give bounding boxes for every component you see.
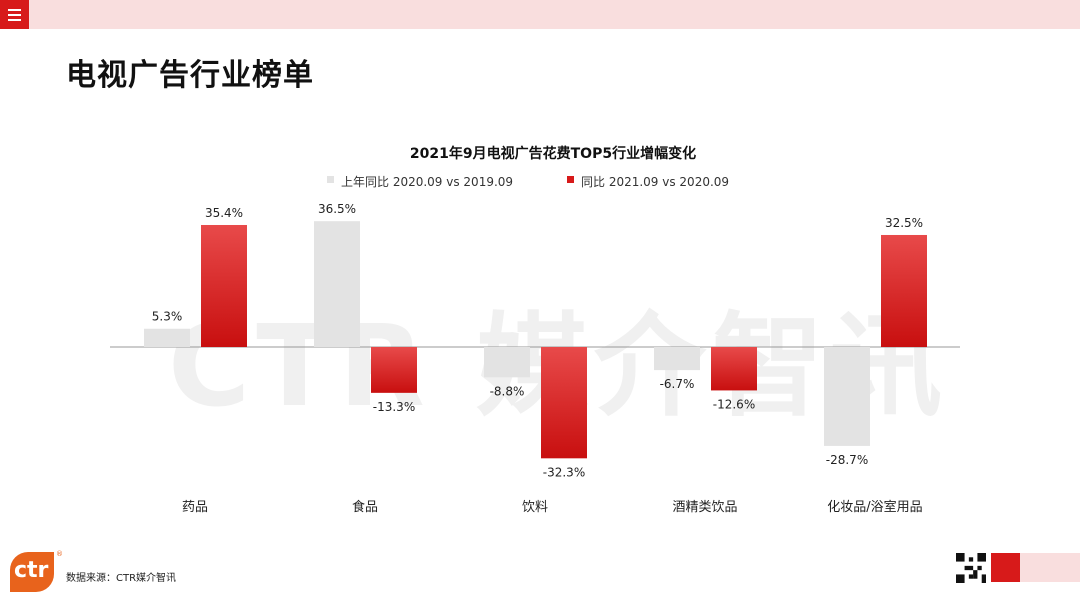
hamburger-menu-icon-line bbox=[8, 19, 21, 21]
category-label: 化妆品/浴室用品 bbox=[827, 499, 922, 515]
page-title: 电视广告行业榜单 bbox=[66, 58, 314, 93]
data-label: -13.3% bbox=[373, 400, 415, 414]
data-label: 5.3% bbox=[152, 310, 183, 324]
data-label: -6.7% bbox=[660, 377, 695, 391]
bar-current-year bbox=[371, 347, 417, 393]
ctr-logo bbox=[10, 552, 54, 592]
category-label: 饮料 bbox=[522, 500, 548, 515]
menu-button[interactable] bbox=[0, 0, 29, 29]
chart-title: 2021年9月电视广告花费TOP5行业增幅变化 bbox=[410, 145, 696, 162]
footer-accent-block bbox=[991, 553, 1020, 582]
data-label: -12.6% bbox=[713, 397, 755, 411]
qr-code-icon bbox=[956, 553, 986, 583]
data-label: 32.5% bbox=[885, 216, 923, 230]
data-source: 数据来源：CTR媒介智讯 bbox=[66, 573, 177, 584]
legend-label: 同比 2021.09 vs 2020.09 bbox=[581, 175, 729, 189]
hamburger-menu-icon-line bbox=[8, 14, 21, 16]
bar-current-year bbox=[541, 347, 587, 459]
data-label: 36.5% bbox=[318, 202, 356, 216]
bar-prev-year bbox=[824, 347, 870, 446]
data-label: -32.3% bbox=[543, 465, 585, 479]
legend-swatch bbox=[327, 176, 334, 183]
bar-prev-year bbox=[314, 221, 360, 347]
category-label: 酒精类饮品 bbox=[672, 500, 737, 515]
bar-current-year bbox=[881, 234, 927, 347]
category-label: 食品 bbox=[352, 499, 378, 515]
ctr-logo-text: ctr bbox=[14, 558, 49, 583]
bar-prev-year bbox=[654, 347, 700, 371]
top-bar bbox=[0, 0, 1080, 29]
footer-pink-band bbox=[1020, 553, 1080, 582]
bar-prev-year bbox=[144, 328, 190, 347]
category-label: 药品 bbox=[182, 500, 208, 515]
data-label: -28.7% bbox=[826, 453, 868, 467]
hamburger-menu-icon bbox=[8, 9, 21, 11]
legend-swatch bbox=[567, 176, 574, 183]
data-label: -8.8% bbox=[490, 384, 525, 398]
registered-mark: ® bbox=[56, 550, 63, 558]
data-label: 35.4% bbox=[205, 206, 243, 220]
bar-current-year bbox=[711, 347, 757, 391]
legend-label: 上年同比 2020.09 vs 2019.09 bbox=[341, 175, 513, 189]
bar-current-year bbox=[201, 224, 247, 347]
bar-prev-year bbox=[484, 347, 530, 378]
